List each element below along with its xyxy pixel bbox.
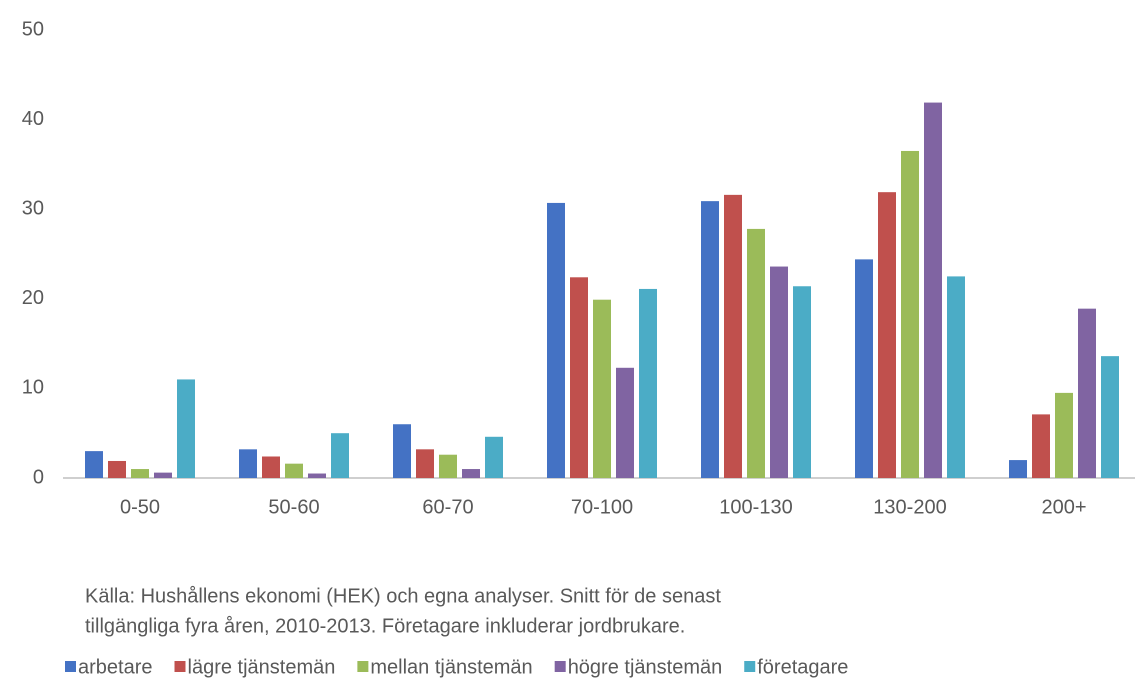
bar (570, 277, 588, 478)
x-tick-label: 130-200 (873, 496, 946, 518)
x-tick-label: 60-70 (422, 496, 473, 518)
bar (154, 472, 172, 478)
note: tillgängliga fyra åren, 2010-2013. Föret… (85, 615, 685, 637)
bar (1032, 414, 1050, 478)
bar (770, 266, 788, 478)
y-tick-label: 50 (22, 18, 44, 40)
bar (1101, 356, 1119, 478)
bar (1009, 460, 1027, 478)
legend-swatch (357, 661, 369, 672)
bar (855, 259, 873, 478)
bar (177, 379, 195, 478)
bar (547, 202, 565, 479)
bar (239, 449, 257, 478)
bar (747, 228, 765, 478)
legend-swatch (744, 661, 756, 672)
bar (924, 102, 942, 479)
bar (285, 463, 303, 478)
x-tick-label: 200+ (1041, 496, 1086, 518)
bar (131, 469, 149, 478)
legend-label: lägre tjänstemän (188, 656, 336, 678)
bar (639, 288, 657, 478)
bar (616, 367, 634, 478)
legend-swatch (554, 661, 566, 672)
y-tick-label: 0 (33, 466, 44, 488)
legend-swatch (65, 661, 76, 672)
bar (724, 194, 742, 478)
bar (108, 460, 126, 478)
bar (462, 469, 480, 478)
bar (262, 456, 280, 478)
bar (793, 286, 811, 478)
bar (393, 424, 411, 478)
y-tick-label: 30 (22, 197, 44, 219)
y-tick-label: 20 (22, 287, 44, 309)
legend-label: arbetare (78, 656, 153, 678)
note: Källa: Hushållens ekonomi (HEK) och egna… (85, 585, 721, 607)
bar (1078, 308, 1096, 478)
y-tick-label: 40 (22, 108, 44, 130)
bar (947, 276, 965, 478)
x-tick-label: 70-100 (571, 496, 633, 518)
bar (1055, 392, 1073, 478)
bar (593, 299, 611, 478)
x-tick-label: 50-60 (268, 496, 319, 518)
bar (331, 433, 349, 478)
bar (416, 449, 434, 478)
bar (485, 436, 503, 478)
bar (901, 150, 919, 478)
legend-swatch (174, 661, 186, 672)
x-tick-label: 100-130 (719, 496, 792, 518)
legend-label: företagare (757, 656, 848, 678)
bar (701, 201, 719, 479)
bar (308, 473, 326, 478)
y-tick-label: 10 (22, 377, 44, 399)
bar (85, 451, 103, 478)
legend-label: högre tjänstemän (568, 656, 723, 678)
x-tick-label: 0-50 (120, 496, 160, 518)
bar (439, 454, 457, 478)
legend-label: mellan tjänstemän (370, 656, 532, 678)
bar (878, 192, 896, 478)
